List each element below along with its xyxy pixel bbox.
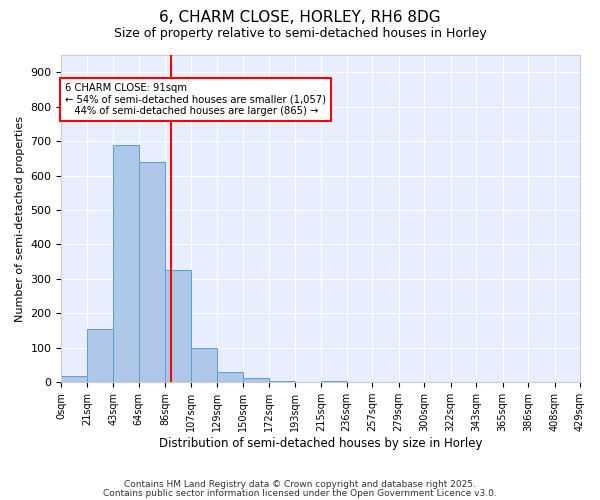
Bar (243, 378, 269, 382)
Bar (87, 329, 113, 382)
Bar (61, 376, 87, 382)
Text: Size of property relative to semi-detached houses in Horley: Size of property relative to semi-detach… (113, 28, 487, 40)
Bar (217, 372, 243, 382)
Bar (269, 380, 295, 382)
X-axis label: Distribution of semi-detached houses by size in Horley: Distribution of semi-detached houses by … (159, 437, 482, 450)
Bar (113, 144, 139, 382)
Bar (139, 162, 166, 382)
Text: 6 CHARM CLOSE: 91sqm
← 54% of semi-detached houses are smaller (1,057)
   44% of: 6 CHARM CLOSE: 91sqm ← 54% of semi-detac… (65, 82, 326, 116)
Bar (191, 348, 217, 382)
Text: Contains public sector information licensed under the Open Government Licence v3: Contains public sector information licen… (103, 488, 497, 498)
Bar (166, 270, 191, 382)
Text: Contains HM Land Registry data © Crown copyright and database right 2025.: Contains HM Land Registry data © Crown c… (124, 480, 476, 489)
Y-axis label: Number of semi-detached properties: Number of semi-detached properties (15, 116, 25, 322)
Bar (322, 380, 347, 382)
Text: 6, CHARM CLOSE, HORLEY, RH6 8DG: 6, CHARM CLOSE, HORLEY, RH6 8DG (159, 10, 441, 25)
